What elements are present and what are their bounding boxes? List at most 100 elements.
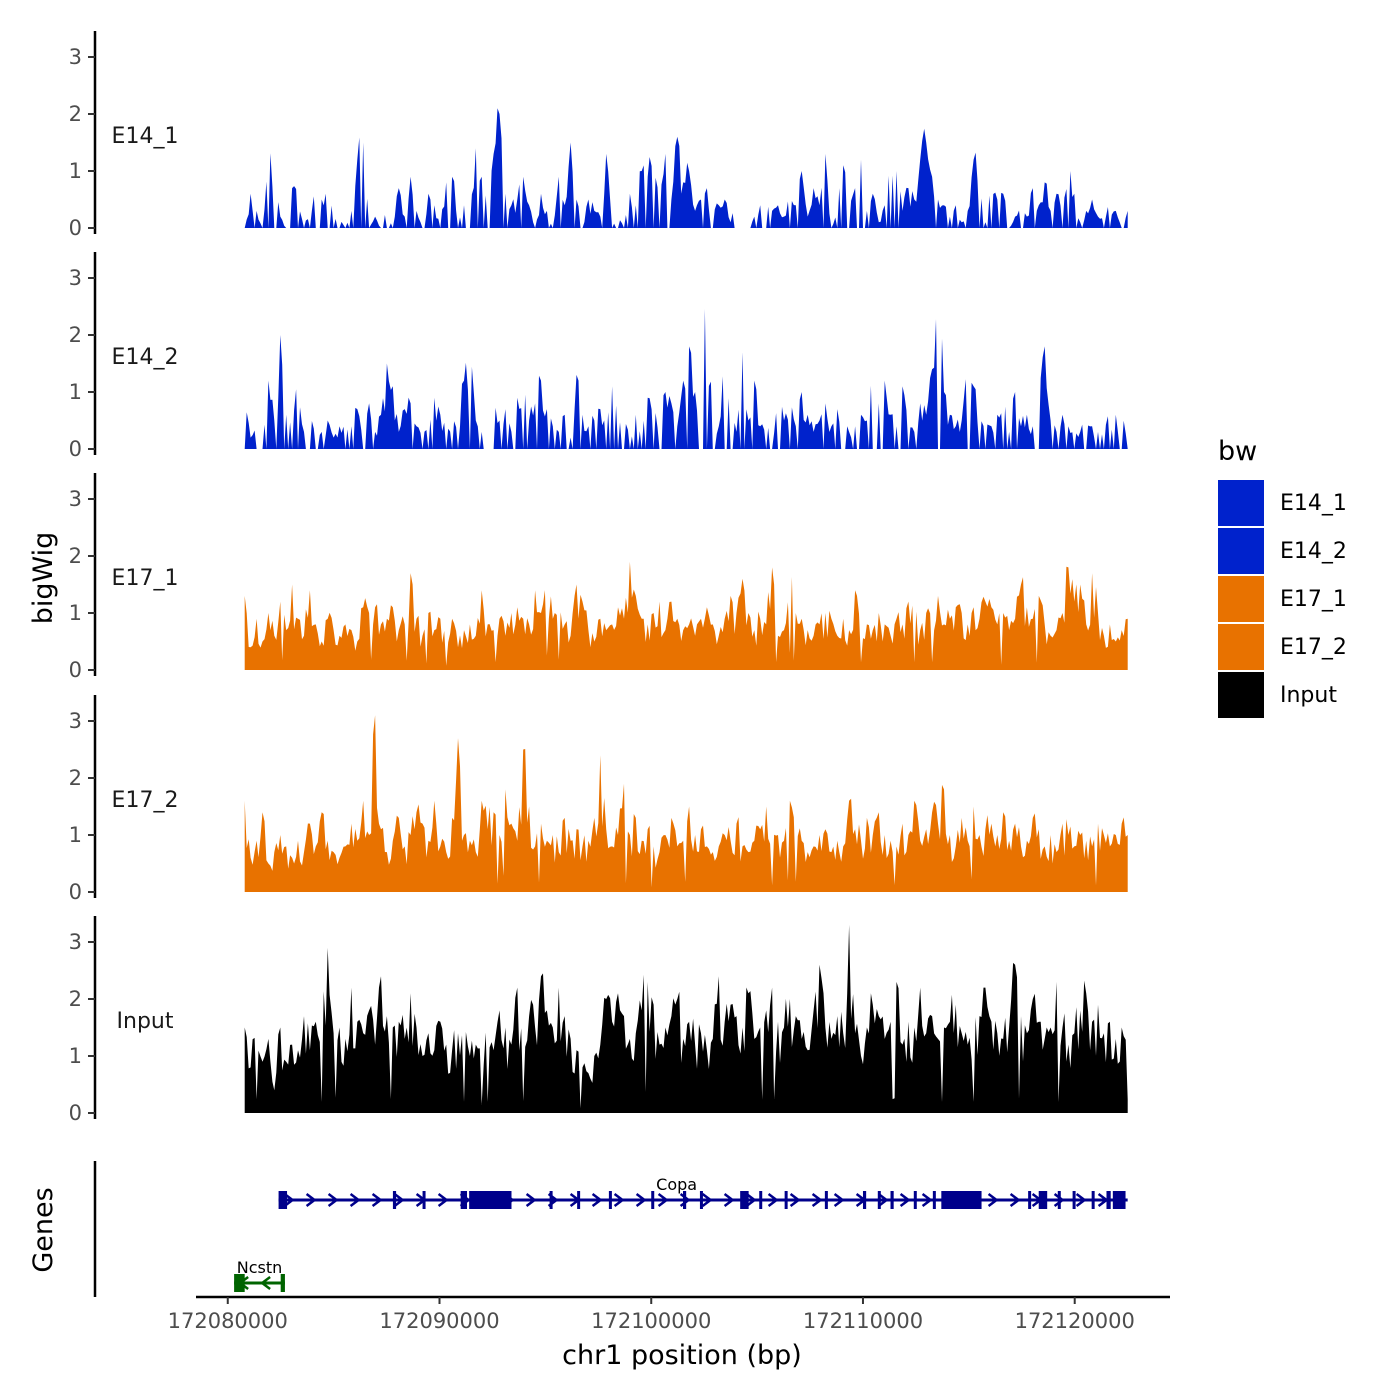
y-tick-label-E14_2-1: 1 <box>69 380 82 404</box>
exon-Copa-27 <box>1112 1191 1126 1209</box>
exon-Ncstn-0 <box>234 1274 245 1292</box>
x-tick-label-172120000: 172120000 <box>1015 1309 1135 1333</box>
strand-chevron <box>635 1193 647 1207</box>
y-tick-label-Input-3: 3 <box>69 930 82 954</box>
track-label-E14_1: E14_1 <box>112 124 179 149</box>
strand-chevron <box>371 1193 383 1207</box>
strand-chevron <box>811 1193 823 1207</box>
exon-Copa-8 <box>651 1191 655 1209</box>
exon-Copa-20 <box>941 1191 982 1209</box>
x-tick-label-172080000: 172080000 <box>168 1309 288 1333</box>
strand-chevron <box>437 1193 449 1207</box>
x-tick-label-172100000: 172100000 <box>591 1309 711 1333</box>
genes-axis-title: Genes <box>28 1187 59 1272</box>
strand-chevron <box>877 1193 889 1207</box>
legend-swatch-Input <box>1218 672 1264 718</box>
legend-label-E17_2: E17_2 <box>1280 635 1347 660</box>
exon-Copa-0 <box>278 1191 288 1209</box>
exon-Copa-22 <box>1038 1191 1048 1209</box>
gene-label-Ncstn: Ncstn <box>237 1258 283 1277</box>
y-axis-title: bigWig <box>28 532 59 625</box>
track-E17_1: 0 1 2 3 E17_1 <box>69 473 1128 682</box>
exon-Copa-10 <box>699 1191 703 1209</box>
strand-chevron <box>349 1193 361 1207</box>
strand-chevron <box>327 1193 339 1207</box>
strand-chevron <box>283 1193 295 1207</box>
y-tick-label-E14_2-2: 2 <box>69 323 82 347</box>
strand-chevron <box>1009 1193 1021 1207</box>
gene-Ncstn: Ncstn <box>234 1258 285 1292</box>
strand-chevron <box>723 1193 735 1207</box>
strand-chevron <box>899 1193 911 1207</box>
track-E17_2: 0 1 2 3 E17_2 <box>69 695 1128 904</box>
y-tick-label-Input-1: 1 <box>69 1044 82 1068</box>
y-tick-label-E14_2-3: 3 <box>69 266 82 290</box>
x-axis: 172080000 172090000 172100000 172110000 1721… <box>168 1295 1170 1333</box>
exon-Copa-18 <box>913 1191 917 1209</box>
y-tick-label-E17_2-0: 0 <box>69 880 82 904</box>
exon-Copa-6 <box>577 1191 581 1209</box>
exon-Copa-17 <box>890 1191 894 1209</box>
legend-label-E17_1: E17_1 <box>1280 587 1347 612</box>
exon-Copa-9 <box>683 1191 687 1209</box>
exon-Copa-11 <box>740 1191 749 1209</box>
y-tick-label-E14_2-0: 0 <box>69 437 82 461</box>
strand-chevron <box>613 1193 625 1207</box>
track-label-E17_1: E17_1 <box>112 566 179 591</box>
y-tick-label-E17_2-3: 3 <box>69 709 82 733</box>
exon-Ncstn-1 <box>280 1274 285 1292</box>
exon-Copa-3 <box>460 1191 468 1209</box>
y-tick-label-E14_1-2: 2 <box>69 102 82 126</box>
y-tick-label-Input-2: 2 <box>69 987 82 1011</box>
y-tick-label-E17_2-2: 2 <box>69 766 82 790</box>
legend-swatch-E14_1 <box>1218 480 1264 526</box>
x-axis-title: chr1 position (bp) <box>562 1340 802 1371</box>
y-tick-label-E17_1-0: 0 <box>69 658 82 682</box>
gene-label-Copa: Copa <box>656 1175 697 1194</box>
area-E17_2 <box>244 715 1128 892</box>
exon-Copa-14 <box>824 1191 828 1209</box>
exon-Copa-7 <box>608 1191 612 1209</box>
y-tick-label-E14_1-0: 0 <box>69 216 82 240</box>
legend-title: bw <box>1218 436 1257 467</box>
exon-Copa-1 <box>392 1191 397 1209</box>
strand-chevron <box>767 1193 779 1207</box>
exon-Copa-2 <box>422 1191 426 1209</box>
exon-Copa-16 <box>877 1191 881 1209</box>
area-E14_1 <box>244 108 1128 228</box>
exon-Copa-23 <box>1057 1191 1061 1209</box>
track-label-Input: Input <box>117 1009 174 1034</box>
area-E17_1 <box>244 561 1128 670</box>
legend-swatch-E17_2 <box>1218 624 1264 670</box>
signal-tracks: 0 1 2 3 E14_1 0 1 2 3 E14_2 0 1 2 3 E17_1 0 1 2 3 E17_2 0 1 2 3… <box>69 31 1128 1125</box>
legend-label-E14_2: E14_2 <box>1280 539 1347 564</box>
track-label-E17_2: E17_2 <box>112 788 179 813</box>
exon-Copa-4 <box>469 1191 512 1209</box>
exon-Copa-25 <box>1091 1191 1095 1209</box>
y-tick-label-E14_1-3: 3 <box>69 45 82 69</box>
strand-chevron <box>987 1193 999 1207</box>
exon-Copa-15 <box>862 1191 867 1209</box>
track-Input: 0 1 2 3 Input <box>69 916 1128 1125</box>
exon-Copa-26 <box>1106 1191 1111 1209</box>
legend-label-E14_1: E14_1 <box>1280 491 1347 516</box>
genes-panel: Copa Ncstn <box>93 1161 1128 1297</box>
legend-swatch-E17_1 <box>1218 576 1264 622</box>
strand-chevron <box>657 1193 669 1207</box>
strand-chevron <box>1075 1193 1087 1207</box>
y-tick-label-E17_1-3: 3 <box>69 487 82 511</box>
area-Input <box>244 924 1128 1113</box>
y-tick-label-Input-0: 0 <box>69 1101 82 1125</box>
x-tick-label-172090000: 172090000 <box>379 1309 499 1333</box>
legend: bw E14_1 E14_2 E17_1 E17_2 Input <box>1218 436 1347 718</box>
strand-chevron <box>393 1193 405 1207</box>
gene-Copa: Copa <box>278 1175 1128 1209</box>
exon-Copa-21 <box>1028 1191 1032 1209</box>
exon-Copa-5 <box>549 1191 553 1209</box>
track-label-E14_2: E14_2 <box>112 345 179 370</box>
track-E14_2: 0 1 2 3 E14_2 <box>69 252 1128 461</box>
track-E14_1: 0 1 2 3 E14_1 <box>69 31 1128 240</box>
legend-swatch-E14_2 <box>1218 528 1264 574</box>
strand-chevron <box>260 1276 271 1290</box>
